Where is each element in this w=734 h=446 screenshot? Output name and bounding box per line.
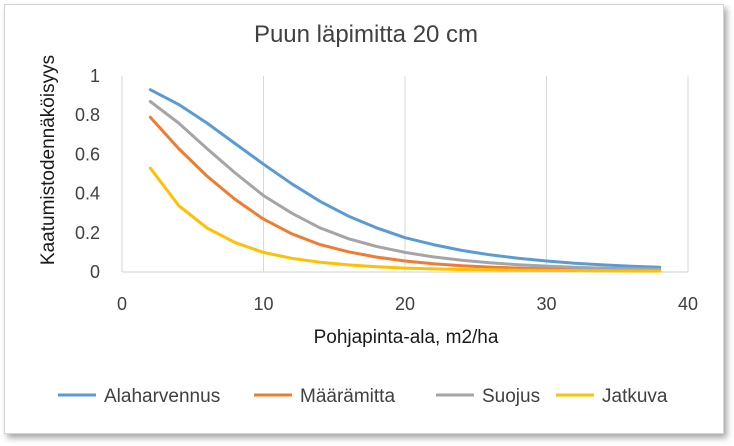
series-lines (148, 88, 662, 273)
legend-label: Alaharvennus (104, 386, 220, 407)
legend-item: Määrämitta (254, 386, 395, 407)
legend-label: Jatkuva (602, 386, 668, 407)
x-axis-label: Pohjapinta-ala, m2/ha (314, 327, 499, 348)
series-line-jatkuva (148, 166, 662, 273)
x-tick-label: 30 (536, 294, 556, 314)
legend-item: Jatkuva (556, 386, 668, 407)
legend-label: Määrämitta (300, 386, 395, 407)
tick-labels: 0 10 20 30 40 0 0.2 0.4 0.6 0.8 1 (75, 66, 698, 314)
chart-title: Puun läpimitta 20 cm (254, 21, 478, 48)
y-tick-label: 0.4 (75, 184, 100, 204)
series-line-suojus (148, 100, 662, 271)
legend-item: Alaharvennus (58, 386, 220, 407)
x-tick-label: 0 (117, 294, 127, 314)
gridlines (263, 76, 689, 272)
y-tick-label: 0.2 (75, 223, 100, 243)
legend-label: Suojus (482, 386, 540, 407)
x-tick-label: 10 (253, 294, 273, 314)
legend-item: Suojus (436, 386, 540, 407)
y-axis-label: Kaatumistodennäköisyys (38, 55, 59, 265)
series-line-alaharvennus (148, 88, 662, 269)
y-tick-label: 0.6 (75, 144, 100, 164)
x-tick-label: 20 (395, 294, 415, 314)
y-tick-label: 1 (90, 66, 100, 86)
y-tick-label: 0.8 (75, 105, 100, 125)
y-tick-label: 0 (90, 262, 100, 282)
x-tick-label: 40 (678, 294, 698, 314)
chart-frame (4, 4, 724, 434)
legend: Alaharvennus Määrämitta Suojus Jatkuva (58, 386, 668, 407)
